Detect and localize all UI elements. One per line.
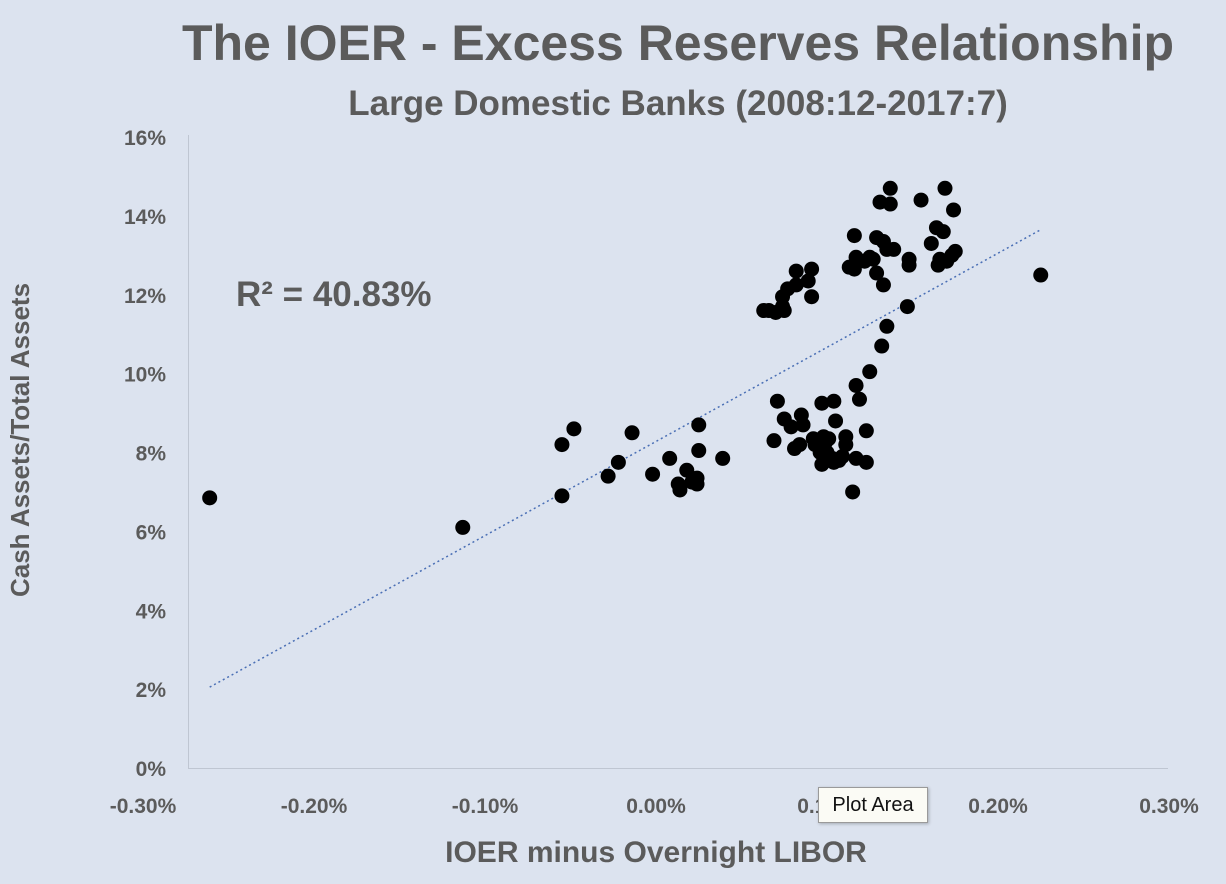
data-point bbox=[923, 235, 939, 251]
data-point bbox=[610, 454, 626, 470]
data-point bbox=[848, 377, 864, 393]
data-point bbox=[946, 202, 962, 218]
data-point bbox=[645, 466, 661, 482]
data-point bbox=[554, 437, 570, 453]
x-tick-label: -0.10% bbox=[452, 795, 519, 818]
y-tick-label: 8% bbox=[136, 443, 167, 466]
x-tick-labels: -0.30%-0.20%-0.10%0.00%0.10%0.20%0.30% bbox=[110, 795, 1199, 818]
data-point bbox=[845, 484, 861, 500]
data-point bbox=[913, 192, 929, 208]
data-point bbox=[828, 413, 844, 429]
x-tick-label: -0.30% bbox=[110, 795, 177, 818]
y-tick-labels: 0% 2% 4% 6% 8% 10% 12% 14% 16% bbox=[124, 127, 166, 781]
data-point bbox=[858, 454, 874, 470]
x-axis-label: IOER minus Overnight LIBOR bbox=[445, 836, 867, 869]
data-point bbox=[865, 251, 881, 267]
y-tick-label: 2% bbox=[136, 679, 167, 702]
data-point bbox=[788, 277, 804, 293]
data-points bbox=[202, 180, 1049, 535]
data-point bbox=[879, 318, 895, 334]
data-point bbox=[691, 443, 707, 459]
data-point bbox=[869, 265, 885, 281]
data-point bbox=[691, 417, 707, 433]
data-point bbox=[766, 433, 782, 449]
data-point bbox=[821, 431, 837, 447]
data-point bbox=[800, 273, 816, 289]
data-point bbox=[804, 289, 820, 305]
data-point bbox=[202, 490, 218, 506]
y-tick-label: 0% bbox=[136, 758, 167, 781]
data-point bbox=[826, 393, 842, 409]
data-point bbox=[899, 299, 915, 315]
data-point bbox=[662, 450, 678, 466]
data-point bbox=[795, 417, 811, 433]
data-point bbox=[769, 393, 785, 409]
data-point bbox=[679, 462, 695, 478]
data-point bbox=[838, 429, 854, 445]
data-point bbox=[788, 263, 804, 279]
data-point bbox=[715, 450, 731, 466]
data-point bbox=[882, 196, 898, 212]
data-point bbox=[886, 241, 902, 257]
data-point bbox=[937, 180, 953, 196]
data-point bbox=[858, 423, 874, 439]
data-point bbox=[455, 519, 471, 535]
data-point bbox=[846, 228, 862, 244]
data-point bbox=[875, 277, 891, 293]
data-point bbox=[1033, 267, 1049, 283]
data-point bbox=[689, 476, 705, 492]
x-tick-label: 0.30% bbox=[1139, 795, 1199, 818]
data-point bbox=[947, 243, 963, 259]
y-axis-label: Cash Assets/Total Assets bbox=[5, 283, 35, 597]
data-point bbox=[554, 488, 570, 504]
data-point bbox=[874, 338, 890, 354]
data-point bbox=[600, 468, 616, 484]
data-point bbox=[776, 303, 792, 319]
y-tick-label: 14% bbox=[124, 206, 166, 229]
data-point bbox=[834, 448, 850, 464]
data-point bbox=[882, 180, 898, 196]
y-tick-label: 12% bbox=[124, 285, 166, 308]
data-point bbox=[783, 419, 799, 435]
data-point bbox=[935, 224, 951, 240]
chart-title: The IOER - Excess Reserves Relationship bbox=[182, 15, 1174, 71]
data-point bbox=[624, 425, 640, 441]
data-point bbox=[792, 437, 808, 453]
data-point bbox=[814, 395, 830, 411]
y-tick-label: 10% bbox=[124, 364, 166, 387]
x-tick-label: 0.20% bbox=[968, 795, 1028, 818]
data-point bbox=[901, 257, 917, 273]
data-point bbox=[846, 261, 862, 277]
data-point bbox=[566, 421, 582, 437]
x-tick-label: -0.20% bbox=[281, 795, 348, 818]
y-tick-label: 16% bbox=[124, 127, 166, 150]
data-point bbox=[851, 391, 867, 407]
plot-area-tooltip: Plot Area bbox=[818, 787, 928, 823]
y-tick-label: 4% bbox=[136, 600, 167, 623]
data-point bbox=[804, 261, 820, 277]
y-tick-label: 6% bbox=[136, 521, 167, 544]
data-point bbox=[862, 364, 878, 380]
data-point bbox=[672, 482, 688, 498]
chart-subtitle: Large Domestic Banks (2008:12-2017:7) bbox=[348, 84, 1007, 123]
r-squared-annotation: R² = 40.83% bbox=[236, 275, 432, 314]
x-tick-label: 0.00% bbox=[626, 795, 686, 818]
